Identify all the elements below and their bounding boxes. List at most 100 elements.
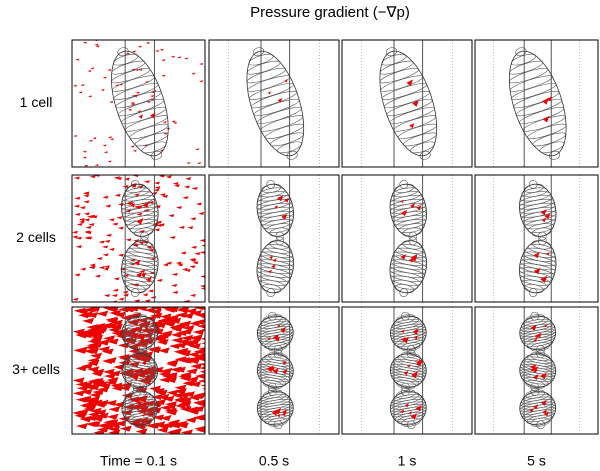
cell-mesh	[389, 180, 428, 241]
vector	[174, 342, 187, 349]
vector	[87, 69, 92, 72]
vector	[192, 393, 205, 400]
vector	[401, 329, 405, 334]
panel-frame	[208, 174, 340, 303]
vector	[416, 205, 422, 211]
vector	[78, 312, 91, 319]
panel-frame	[208, 39, 340, 168]
vector	[182, 325, 195, 332]
vector	[190, 217, 197, 221]
vector	[203, 360, 205, 362]
cell-outline	[519, 183, 557, 237]
vector	[411, 255, 418, 262]
vector	[530, 324, 537, 331]
vector	[142, 201, 150, 208]
vector	[73, 204, 80, 208]
vector	[157, 317, 170, 324]
vector	[149, 95, 154, 98]
vector	[401, 337, 406, 342]
vector	[155, 389, 168, 396]
vector	[172, 290, 179, 294]
vector	[541, 400, 547, 406]
mesh-ring	[385, 47, 398, 57]
vector	[98, 240, 105, 244]
cell-outline	[256, 390, 294, 426]
vector	[159, 376, 172, 383]
cell-mesh	[389, 311, 427, 354]
vector	[72, 297, 79, 301]
vector	[76, 332, 89, 339]
vector	[175, 261, 182, 265]
vector	[72, 409, 85, 416]
vector	[139, 269, 146, 273]
cell-mesh	[519, 349, 557, 392]
vector	[89, 214, 96, 218]
vector	[203, 425, 205, 427]
panel-content	[361, 40, 453, 167]
vector	[127, 202, 134, 206]
vector	[198, 347, 205, 351]
vector	[72, 230, 79, 234]
vector	[403, 370, 409, 376]
vector	[177, 307, 190, 313]
cell-mesh	[256, 236, 295, 297]
vector	[151, 393, 164, 400]
panel	[208, 174, 340, 303]
vector	[271, 409, 279, 416]
panel	[474, 39, 599, 168]
vector	[87, 384, 100, 391]
vector	[413, 335, 418, 340]
vector	[78, 220, 85, 224]
vector	[91, 330, 104, 337]
vector	[195, 373, 205, 380]
vector	[136, 212, 143, 216]
vector	[80, 267, 87, 271]
vector	[159, 193, 166, 197]
vector	[107, 69, 112, 72]
vector	[404, 403, 409, 408]
vector	[154, 49, 159, 52]
vector	[105, 322, 118, 329]
vector	[192, 261, 199, 265]
mesh-ring	[379, 60, 414, 75]
vector	[95, 45, 100, 48]
vector	[133, 193, 140, 197]
vector	[82, 317, 95, 324]
vector	[141, 413, 146, 417]
vector	[277, 97, 283, 103]
vector	[107, 136, 112, 139]
vector	[272, 258, 277, 263]
vector	[142, 293, 149, 297]
vector	[277, 413, 281, 418]
vector	[82, 150, 87, 153]
vector	[270, 366, 275, 372]
mesh-ring	[130, 288, 140, 297]
cell-outline	[121, 183, 159, 237]
vector	[91, 415, 104, 422]
vector	[105, 316, 118, 323]
vector	[181, 312, 194, 319]
panel	[208, 39, 340, 168]
vector	[130, 145, 135, 148]
vector	[103, 151, 108, 154]
vector	[267, 336, 271, 341]
vector	[102, 253, 109, 257]
vector	[167, 307, 179, 313]
vector	[195, 202, 202, 206]
vector	[201, 347, 205, 350]
mesh-ring	[528, 288, 538, 297]
vector	[183, 379, 196, 386]
panel-frame	[71, 174, 206, 303]
vector	[173, 184, 180, 188]
vector	[146, 100, 151, 103]
vector	[177, 350, 190, 357]
vector	[78, 218, 85, 222]
vector	[88, 139, 93, 142]
vector	[108, 218, 115, 222]
vector	[106, 338, 119, 345]
vector	[152, 414, 165, 421]
vector	[541, 97, 549, 105]
cell-mesh	[121, 180, 159, 241]
vector	[136, 400, 142, 406]
vector	[175, 311, 188, 318]
